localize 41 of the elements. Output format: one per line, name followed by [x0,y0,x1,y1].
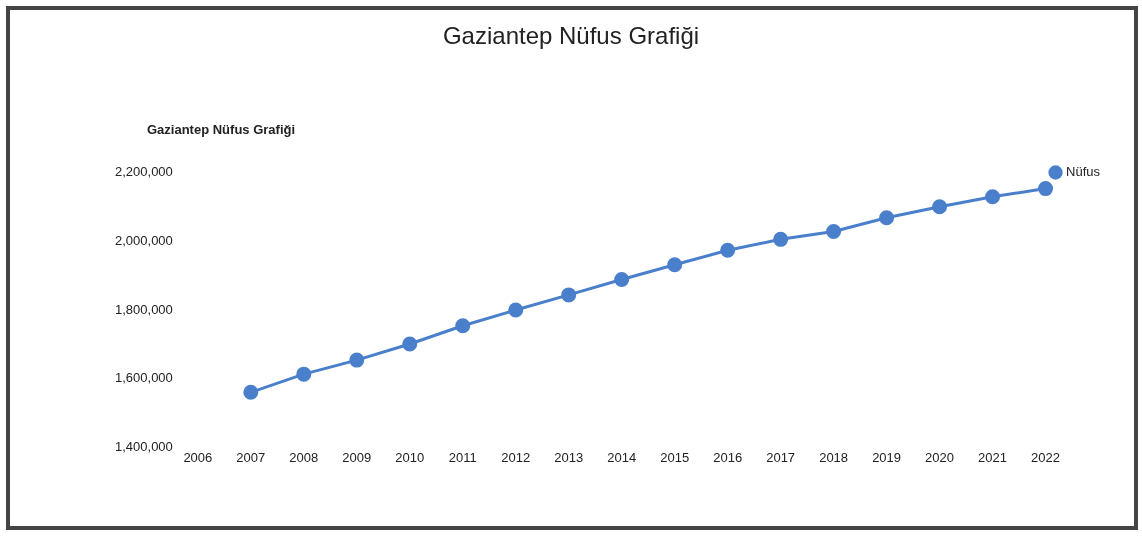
point [773,231,789,247]
chart-subtitle: Gaziantep Nüfus Grafiği [147,122,296,137]
point [508,302,524,318]
x-tick-label: 2021 [978,449,1008,465]
point [720,242,736,258]
x-tick-label: 2016 [713,449,743,465]
x-tick-label: 2019 [872,449,902,465]
x-tick-label: 2015 [660,449,690,465]
x-tick-label: 2009 [342,449,372,465]
point [667,257,683,273]
point [296,366,312,382]
point [879,210,895,226]
point [455,318,471,334]
y-tick-label: 2,000,000 [114,232,173,248]
x-tick-label: 2020 [925,449,955,465]
x-tick-label: 2014 [607,449,637,465]
point [561,287,577,303]
point [1038,181,1054,197]
x-tick-label: 2017 [766,449,796,465]
chart-title: Gaziantep Nüfus Grafiği [441,22,701,50]
x-tick-label: 2018 [819,449,849,465]
y-tick-label: 1,400,000 [114,438,173,454]
point [614,271,630,287]
y-tick-label: 1,800,000 [114,301,173,317]
point [932,199,948,215]
x-tick-label: 2006 [183,449,213,465]
legend-label: Nüfus [1066,164,1101,180]
x-tick-label: 2012 [501,449,531,465]
y-tick-label: 1,600,000 [114,370,173,386]
point [349,352,365,368]
x-tick-label: 2008 [289,449,319,465]
y-tick-label: 2,200,000 [114,164,173,180]
x-tick-label: 2007 [236,449,266,465]
point [402,336,418,352]
x-tick-label: 2013 [554,449,584,465]
point [826,223,842,239]
x-tick-label: 2011 [448,449,477,465]
x-tick-label: 2010 [395,449,425,465]
point [243,384,259,400]
point [985,189,1001,205]
x-tick-label: 2022 [1031,449,1060,465]
